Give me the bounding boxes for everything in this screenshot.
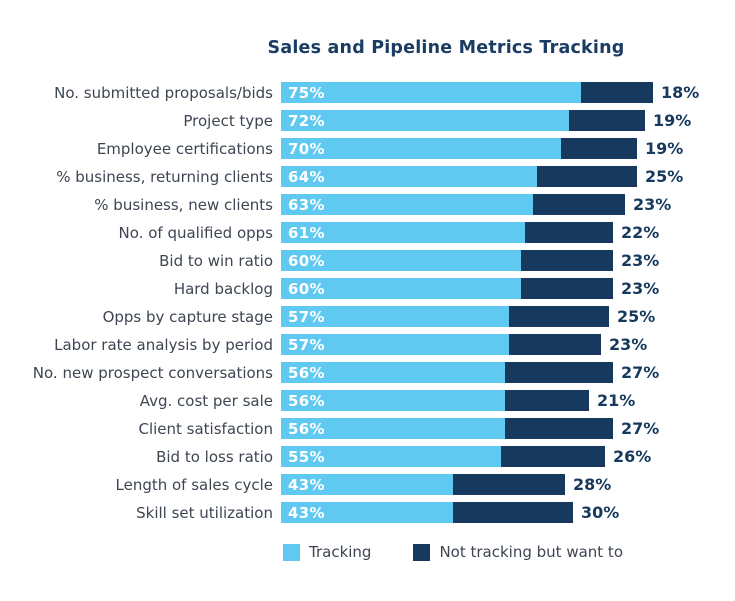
tracking-bar-segment: 56% — [281, 390, 505, 411]
not-tracking-bar-segment — [453, 474, 565, 495]
not-tracking-bar-segment — [581, 82, 653, 103]
bar-row: No. of qualified opps 61% 22% — [0, 222, 735, 243]
legend-swatch-icon — [413, 543, 431, 561]
not-tracking-value-label: 27% — [621, 419, 660, 438]
not-tracking-bar-segment — [509, 306, 609, 327]
not-tracking-value-label: 23% — [633, 195, 672, 214]
not-tracking-bar-segment — [521, 250, 613, 271]
row-label: Project type — [183, 111, 273, 130]
row-label: No. new prospect conversations — [32, 363, 273, 382]
tracking-bar-segment: 55% — [281, 446, 501, 467]
bar-row: Hard backlog 60% 23% — [0, 278, 735, 299]
not-tracking-value-label: 18% — [661, 83, 700, 102]
bar-row: % business, returning clients 64% 25% — [0, 166, 735, 187]
not-tracking-value-label: 21% — [597, 391, 636, 410]
row-label: % business, returning clients — [56, 167, 273, 186]
not-tracking-bar-segment — [561, 138, 637, 159]
tracking-bar-segment: 72% — [281, 110, 569, 131]
row-label: No. submitted proposals/bids — [54, 83, 273, 102]
legend-label: Tracking — [309, 543, 372, 561]
bar-row: No. new prospect conversations 56% 27% — [0, 362, 735, 383]
not-tracking-value-label: 26% — [613, 447, 652, 466]
row-label: % business, new clients — [94, 195, 273, 214]
row-label: Bid to loss ratio — [156, 447, 273, 466]
chart-title: Sales and Pipeline Metrics Tracking — [267, 38, 625, 58]
row-label: Client satisfaction — [138, 419, 273, 438]
not-tracking-value-label: 23% — [609, 335, 648, 354]
tracking-bar-segment: 43% — [281, 474, 453, 495]
row-label: Hard backlog — [173, 279, 273, 298]
row-label: No. of qualified opps — [118, 223, 273, 242]
row-label: Avg. cost per sale — [139, 391, 273, 410]
not-tracking-bar-segment — [505, 390, 589, 411]
tracking-bar-segment: 56% — [281, 362, 505, 383]
bar-row: Skill set utilization 43% 30% — [0, 502, 735, 523]
tracking-bar-segment: 63% — [281, 194, 533, 215]
tracking-bar-segment: 70% — [281, 138, 561, 159]
bar-rows: No. submitted proposals/bids 75% 18% Pro… — [0, 82, 735, 523]
not-tracking-bar-segment — [525, 222, 613, 243]
bar-row: Labor rate analysis by period 57% 23% — [0, 334, 735, 355]
bar-row: % business, new clients 63% 23% — [0, 194, 735, 215]
not-tracking-value-label: 28% — [573, 475, 612, 494]
row-label: Employee certifications — [96, 139, 273, 158]
tracking-bar-segment: 75% — [281, 82, 581, 103]
not-tracking-value-label: 19% — [645, 139, 684, 158]
not-tracking-value-label: 25% — [617, 307, 656, 326]
tracking-bar-segment: 57% — [281, 306, 509, 327]
not-tracking-bar-segment — [505, 362, 613, 383]
not-tracking-bar-segment — [537, 166, 637, 187]
bar-row: Bid to loss ratio 55% 26% — [0, 446, 735, 467]
not-tracking-value-label: 30% — [581, 503, 620, 522]
legend-swatch-icon — [283, 543, 300, 561]
tracking-bar-segment: 56% — [281, 418, 505, 439]
row-label: Bid to win ratio — [159, 251, 273, 270]
tracking-bar-segment: 64% — [281, 166, 537, 187]
not-tracking-bar-segment — [505, 418, 613, 439]
bar-row: Bid to win ratio 60% 23% — [0, 250, 735, 271]
row-label: Labor rate analysis by period — [54, 335, 273, 354]
not-tracking-value-label: 22% — [621, 223, 660, 242]
legend-item: Not tracking but want to — [413, 543, 623, 561]
not-tracking-bar-segment — [501, 446, 605, 467]
legend: Tracking Not tracking but want to — [283, 543, 735, 561]
bar-row: Client satisfaction 56% 27% — [0, 418, 735, 439]
not-tracking-bar-segment — [521, 278, 613, 299]
bar-row: Avg. cost per sale 56% 21% — [0, 390, 735, 411]
tracking-bar-segment: 57% — [281, 334, 509, 355]
legend-label: Not tracking but want to — [439, 543, 623, 561]
bar-row: Project type 72% 19% — [0, 110, 735, 131]
bar-row: Length of sales cycle 43% 28% — [0, 474, 735, 495]
not-tracking-value-label: 19% — [653, 111, 692, 130]
not-tracking-bar-segment — [569, 110, 645, 131]
tracking-bar-segment: 61% — [281, 222, 525, 243]
not-tracking-value-label: 25% — [645, 167, 684, 186]
tracking-bar-segment: 43% — [281, 502, 453, 523]
row-label: Length of sales cycle — [115, 475, 274, 494]
not-tracking-value-label: 27% — [621, 363, 660, 382]
not-tracking-value-label: 23% — [621, 251, 660, 270]
bar-row: No. submitted proposals/bids 75% 18% — [0, 82, 735, 103]
tracking-bar-segment: 60% — [281, 278, 521, 299]
row-label: Skill set utilization — [136, 503, 273, 522]
legend-item: Tracking — [283, 543, 371, 561]
not-tracking-bar-segment — [533, 194, 625, 215]
not-tracking-bar-segment — [509, 334, 601, 355]
bar-row: Employee certifications 70% 19% — [0, 138, 735, 159]
not-tracking-bar-segment — [453, 502, 573, 523]
bar-row: Opps by capture stage 57% 25% — [0, 306, 735, 327]
not-tracking-value-label: 23% — [621, 279, 660, 298]
tracking-bar-segment: 60% — [281, 250, 521, 271]
row-label: Opps by capture stage — [102, 307, 273, 326]
